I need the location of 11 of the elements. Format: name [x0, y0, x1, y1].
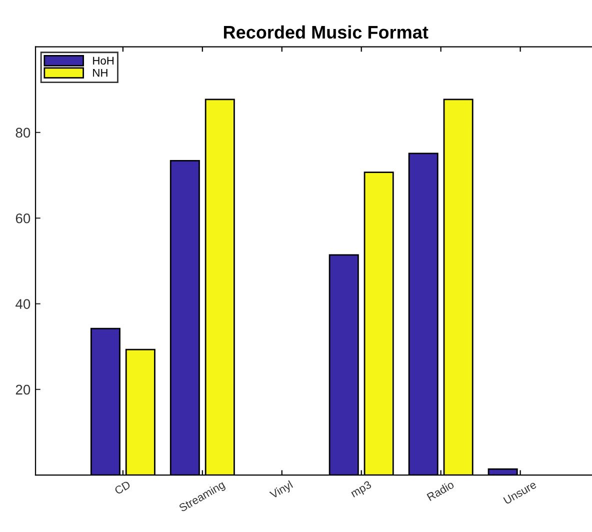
x-tick-label: mp3 [350, 480, 373, 500]
x-tick-label: Radio [426, 480, 454, 502]
legend-label: HoH [93, 56, 114, 65]
chart-title: Recorded Music Format [224, 25, 428, 39]
x-tick-label: CD [114, 480, 131, 495]
y-tick-label: 80 [16, 128, 30, 138]
y-tick-label: 60 [16, 213, 30, 224]
legend-label: NH [93, 69, 108, 77]
y-tick-label: 40 [16, 299, 30, 309]
y-tick-label: 20 [16, 384, 30, 395]
x-tick-label: Vinyl [269, 480, 294, 501]
